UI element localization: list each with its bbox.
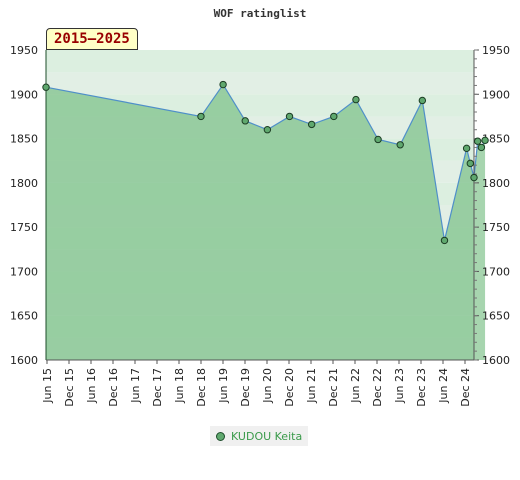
legend-label: KUDOU Keita: [231, 429, 303, 443]
y-tick-label: 1900: [10, 88, 38, 101]
data-point[interactable]: [42, 83, 50, 91]
grid-stripe: [46, 116, 474, 139]
chart-title: WOF ratinglist: [214, 7, 307, 20]
rating-area: [45, 72, 486, 361]
data-point[interactable]: [473, 137, 482, 145]
x-tick-label: Dec 21: [327, 368, 340, 407]
x-tick-label: Jun 21: [305, 368, 318, 404]
x-tick-label: Dec 16: [107, 368, 120, 407]
x-tick-label: Dec 18: [195, 368, 208, 407]
y-tick-label-right: 1900: [482, 88, 510, 101]
data-point[interactable]: [330, 112, 338, 121]
x-tick-label: Jun 15: [41, 368, 54, 404]
y-tick-label: 1950: [10, 44, 38, 57]
data-point[interactable]: [396, 141, 404, 149]
grid-stripe: [46, 293, 474, 316]
data-point[interactable]: [462, 144, 471, 153]
y-tick-label: 1650: [10, 310, 38, 323]
period-badge: 2015–2025: [46, 28, 138, 50]
data-point[interactable]: [470, 173, 478, 182]
y-tick-label: 1800: [10, 177, 38, 190]
data-point[interactable]: [481, 136, 489, 145]
y-tick-label-right: 1600: [482, 354, 510, 367]
legend[interactable]: KUDOU Keita: [210, 426, 309, 446]
legend-marker: [216, 431, 225, 441]
y-tick-label-right: 1850: [482, 133, 510, 146]
data-points: [42, 80, 489, 245]
y-axis-right: 1600 1650 1700 1750 1800 1850 1900 1950: [474, 44, 510, 367]
data-point[interactable]: [241, 117, 249, 125]
x-tick-label: Jun 18: [173, 368, 186, 404]
x-tick-label: Jun 16: [85, 368, 98, 404]
y-tick-label: 1600: [10, 354, 38, 367]
data-point[interactable]: [352, 95, 360, 104]
data-point[interactable]: [466, 159, 475, 168]
y-tick-label: 1700: [10, 265, 38, 278]
y-tick-label: 1850: [10, 133, 38, 146]
y-tick-label: 1750: [10, 221, 38, 234]
x-tick-label: Dec 15: [63, 368, 76, 407]
data-point[interactable]: [418, 96, 427, 105]
grid-band: [46, 50, 474, 73]
grid-stripe: [46, 249, 474, 272]
y-tick-label-right: 1950: [482, 44, 510, 57]
x-tick-label: Jun 23: [393, 368, 406, 404]
x-tick-label: Jun 24: [437, 368, 450, 404]
x-tick-label: Dec 17: [151, 368, 164, 407]
x-tick-label: Dec 19: [239, 368, 252, 407]
data-point[interactable]: [307, 120, 316, 129]
data-point[interactable]: [477, 143, 486, 152]
x-tick-label: Dec 24: [459, 368, 472, 407]
x-axis: Jun 15 Dec 15 Jun 16 Dec 16 Jun 17 Dec 17 Jun …: [41, 360, 472, 407]
x-tick-label: Jun 20: [261, 368, 274, 404]
axes: [45, 50, 475, 361]
data-point[interactable]: [285, 112, 294, 121]
x-tick-label: Dec 22: [371, 368, 384, 407]
y-tick-label-right: 1650: [482, 310, 510, 323]
data-point[interactable]: [263, 126, 272, 134]
y-tick-label-right: 1750: [482, 221, 510, 234]
y-tick-label-right: 1800: [482, 177, 510, 190]
data-point[interactable]: [440, 236, 449, 245]
grid-band: [46, 72, 474, 95]
y-axis-left: 1600 1650 1700 1750 1800 1850 1900 1950: [10, 44, 38, 367]
grid-stripe: [46, 205, 474, 228]
x-tick-label: Jun 17: [129, 368, 142, 404]
data-point[interactable]: [219, 80, 227, 89]
x-tick-label: Dec 23: [415, 368, 428, 407]
y-tick-label-right: 1700: [482, 265, 510, 278]
grid-stripe: [46, 337, 474, 360]
x-tick-label: Jun 19: [217, 368, 230, 404]
area-fill: [46, 84, 486, 361]
data-point[interactable]: [374, 135, 382, 144]
data-point[interactable]: [197, 112, 205, 121]
x-tick-label: Dec 20: [283, 368, 296, 407]
grid-stripe: [46, 160, 474, 183]
grid-stripe: [46, 72, 474, 95]
x-tick-label: Jun 22: [349, 368, 362, 404]
